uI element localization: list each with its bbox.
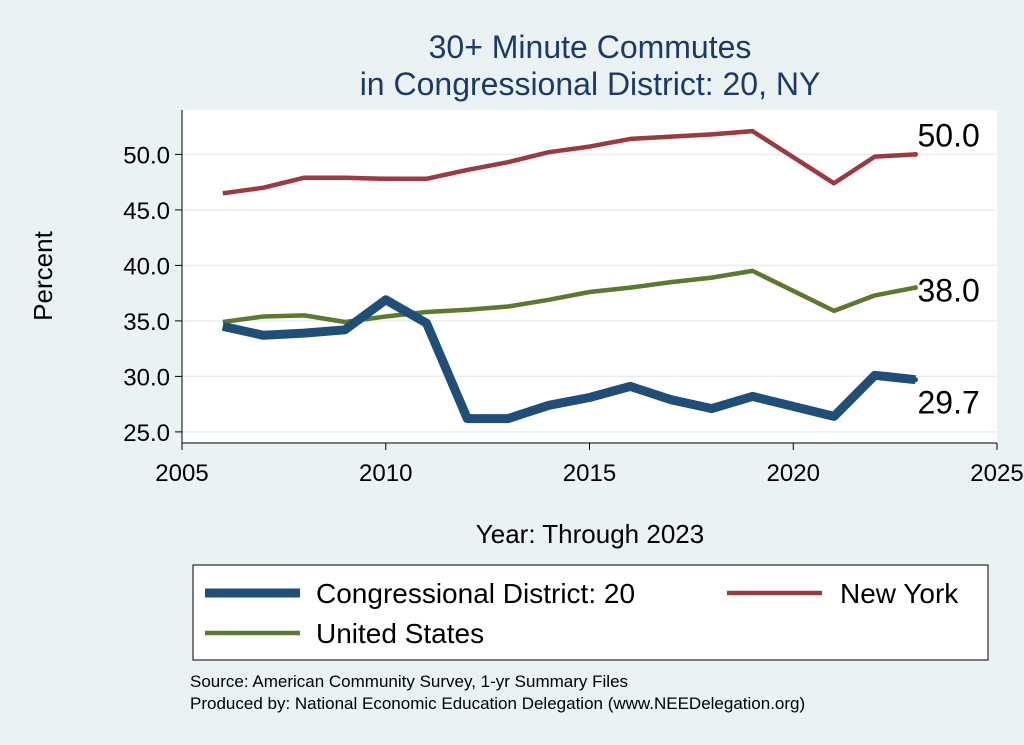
y-tick-label-40: 40.0 [123,253,170,280]
y-tick-label-25: 25.0 [123,420,170,447]
series-line-united-states [222,268,916,325]
end-point-united-states [913,285,918,291]
end-point-new-york [913,151,918,157]
legend-label-united-states: United States [316,618,484,649]
x-axis-title: Year: Through 2023 [476,519,704,549]
y-tick-label-45: 45.0 [123,198,170,225]
y-tick-label-50: 50.0 [123,142,170,169]
source-note: Source: American Community Survey, 1-yr … [190,672,628,691]
end-value-labels: 50.0 38.0 29.7 [918,117,980,420]
end-point-congressional-district-20 [913,377,918,383]
x-tick-label-2025: 2025 [970,460,1023,487]
end-label-united-states: 38.0 [918,273,980,309]
legend-label-new-york: New York [840,578,959,609]
x-tick-label-2020: 2020 [767,460,820,487]
series-lines [221,128,918,424]
chart-title-line-1: 30+ Minute Commutes [429,29,752,65]
y-axis-title: Percent [28,230,58,320]
x-tick-label-2005: 2005 [155,460,208,487]
produced-by-note: Produced by: National Economic Education… [190,694,805,713]
x-tick-label-2010: 2010 [359,460,412,487]
series-line-new-york [222,128,916,196]
x-axis-ticks: 2005 2010 2015 2020 2025 [155,443,1024,487]
legend-label-congressional-district: Congressional District: 20 [316,578,635,609]
y-tick-label-35: 35.0 [123,309,170,336]
gridlines [182,153,997,433]
y-tick-label-30: 30.0 [123,364,170,391]
end-label-new-york: 50.0 [918,117,980,153]
series-line-congressional-district-20 [221,295,916,424]
legend [192,564,989,661]
chart-title-line-2: in Congressional District: 20, NY [360,66,821,102]
y-axis-ticks: 25.0 30.0 35.0 40.0 45.0 50.0 [123,142,182,447]
x-tick-label-2015: 2015 [563,460,616,487]
end-label-congressional-district-20: 29.7 [918,385,980,421]
